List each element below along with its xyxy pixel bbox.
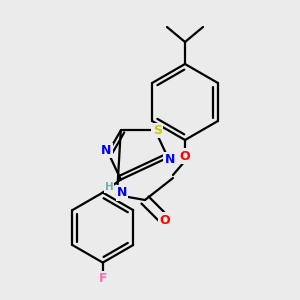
Text: N: N: [117, 187, 127, 200]
Text: S: S: [153, 124, 162, 137]
Text: O: O: [160, 214, 170, 226]
Text: N: N: [165, 153, 175, 166]
Text: F: F: [98, 272, 107, 285]
Text: O: O: [180, 149, 190, 163]
Text: H: H: [105, 182, 113, 192]
Text: N: N: [101, 144, 111, 157]
